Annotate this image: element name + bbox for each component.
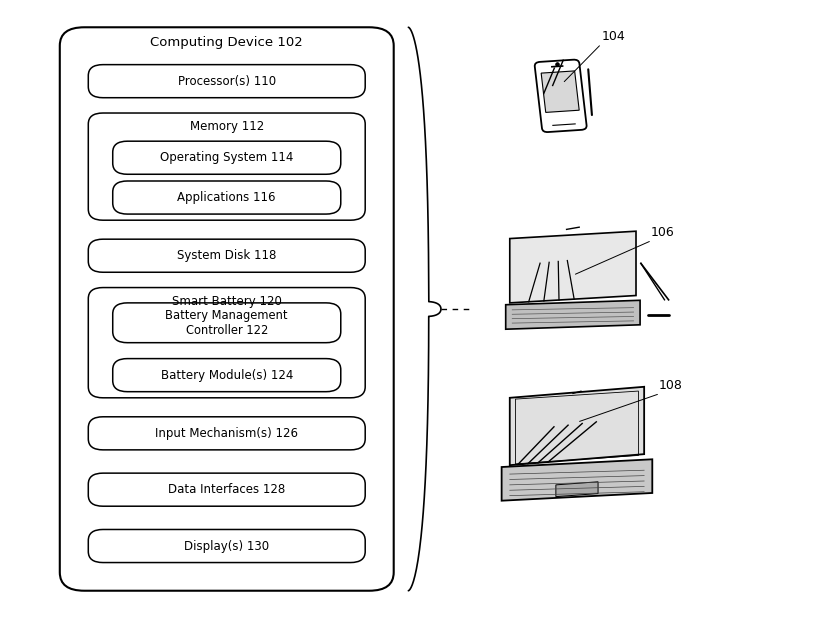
FancyBboxPatch shape: [541, 71, 578, 112]
Text: 108: 108: [658, 379, 681, 392]
Text: Smart Battery 120: Smart Battery 120: [172, 295, 282, 308]
Polygon shape: [501, 459, 651, 501]
Text: 106: 106: [649, 226, 673, 239]
FancyBboxPatch shape: [60, 27, 393, 591]
Text: Battery Module(s) 124: Battery Module(s) 124: [161, 369, 292, 382]
Polygon shape: [509, 231, 636, 303]
Text: Computing Device 102: Computing Device 102: [150, 36, 303, 49]
FancyBboxPatch shape: [88, 473, 364, 506]
FancyBboxPatch shape: [88, 65, 364, 98]
Text: Processor(s) 110: Processor(s) 110: [178, 75, 275, 88]
Text: 104: 104: [600, 30, 624, 43]
FancyBboxPatch shape: [534, 60, 586, 132]
FancyBboxPatch shape: [112, 358, 341, 392]
FancyBboxPatch shape: [112, 141, 341, 174]
Text: Memory 112: Memory 112: [189, 120, 264, 133]
Text: Data Interfaces 128: Data Interfaces 128: [168, 483, 285, 496]
FancyBboxPatch shape: [88, 530, 364, 562]
Text: Display(s) 130: Display(s) 130: [184, 540, 269, 552]
FancyBboxPatch shape: [112, 303, 341, 343]
FancyBboxPatch shape: [88, 417, 364, 450]
Text: Battery Management
Controller 122: Battery Management Controller 122: [165, 309, 287, 337]
Text: Input Mechanism(s) 126: Input Mechanism(s) 126: [155, 427, 298, 440]
Text: Operating System 114: Operating System 114: [160, 151, 293, 164]
FancyBboxPatch shape: [88, 287, 364, 398]
Text: Applications 116: Applications 116: [177, 191, 276, 204]
Polygon shape: [505, 300, 640, 329]
Polygon shape: [555, 482, 597, 497]
Text: System Disk 118: System Disk 118: [177, 249, 276, 262]
FancyBboxPatch shape: [88, 239, 364, 273]
FancyBboxPatch shape: [112, 181, 341, 214]
Polygon shape: [509, 387, 644, 465]
FancyBboxPatch shape: [88, 113, 364, 220]
